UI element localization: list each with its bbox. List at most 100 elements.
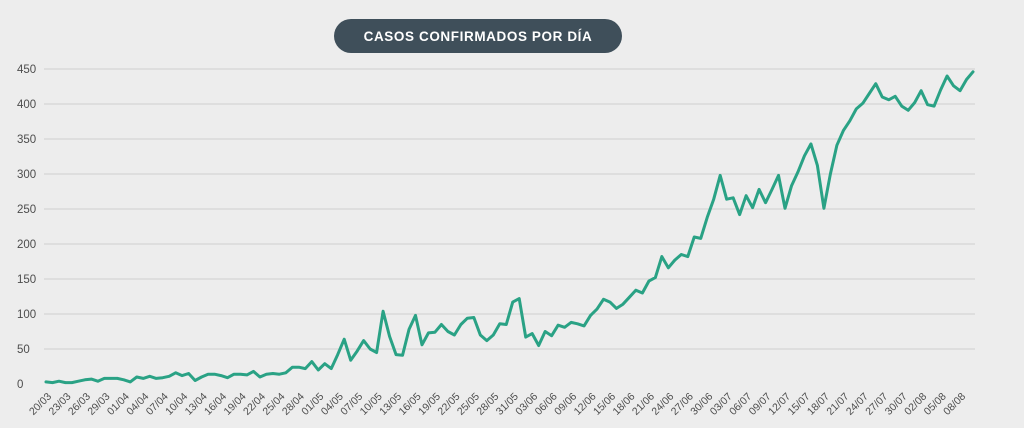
data-point [51, 381, 54, 384]
data-point [440, 323, 443, 326]
data-point [116, 377, 119, 380]
y-tick-label: 450 [17, 64, 36, 76]
data-point [83, 378, 87, 381]
data-point [180, 374, 184, 377]
data-point [310, 360, 313, 363]
data-point [530, 332, 534, 335]
data-point [725, 198, 728, 201]
data-point [161, 376, 164, 379]
data-point [693, 235, 696, 239]
data-point [673, 258, 676, 262]
y-tick-label: 300 [17, 169, 36, 181]
data-point [712, 198, 715, 201]
data-point [764, 201, 767, 204]
data-point [466, 317, 469, 320]
y-tick-label: 400 [17, 99, 36, 111]
data-point [103, 377, 106, 380]
data-point [343, 338, 346, 341]
data-point [634, 289, 638, 292]
data-point [874, 82, 877, 85]
data-point [420, 343, 424, 346]
data-point [842, 129, 845, 132]
data-point [330, 367, 333, 370]
data-point [939, 88, 942, 92]
data-point [900, 104, 903, 108]
data-point [816, 164, 819, 167]
data-point [919, 89, 923, 92]
data-point [783, 207, 787, 210]
y-tick-label: 100 [17, 309, 36, 321]
y-axis-ticks: 0 50 100 150 200 250 300 350 400 450 [17, 64, 36, 391]
data-point [738, 213, 741, 216]
data-point [167, 375, 171, 378]
data-point [667, 266, 670, 269]
data-point [472, 316, 476, 319]
data-point [232, 373, 236, 376]
data-point [822, 207, 826, 210]
data-point [654, 276, 657, 279]
data-point [213, 373, 216, 376]
data-point [932, 104, 936, 108]
data-point [505, 323, 508, 326]
data-point [881, 95, 884, 99]
data-point [829, 172, 832, 176]
data-point [887, 98, 890, 102]
data-point [602, 298, 605, 301]
data-point [913, 101, 916, 104]
data-point [796, 170, 800, 174]
data-point [621, 303, 625, 306]
data-point [894, 95, 897, 98]
data-point [193, 379, 197, 382]
data-point [155, 377, 158, 380]
data-point [70, 381, 74, 384]
data-point [498, 322, 501, 325]
data-point [537, 344, 540, 347]
data-point [433, 331, 437, 334]
data-point [57, 380, 61, 383]
data-point [615, 307, 618, 310]
data-point [757, 188, 761, 191]
data-point [971, 70, 975, 74]
data-point [958, 89, 962, 92]
y-tick-label: 50 [17, 344, 30, 356]
y-tick-label: 150 [17, 274, 36, 286]
data-point [323, 362, 326, 365]
data-point [647, 279, 651, 283]
data-point [706, 216, 709, 219]
data-point [388, 335, 391, 338]
y-tick-label: 350 [17, 134, 36, 146]
data-point [96, 380, 100, 383]
data-point [861, 102, 864, 105]
data-point [368, 347, 372, 351]
y-tick-label: 0 [17, 379, 23, 391]
data-point [868, 92, 871, 95]
data-point [187, 372, 190, 375]
data-point [77, 380, 80, 383]
data-point [44, 380, 48, 384]
data-point [790, 184, 793, 188]
data-point [569, 321, 573, 324]
chart-title: CASOS CONFIRMADOS POR DÍA [334, 19, 622, 53]
data-point [271, 372, 275, 375]
data-point [770, 188, 774, 191]
data-point [245, 373, 249, 377]
data-point [511, 300, 514, 304]
data-point [265, 373, 268, 376]
data-point [660, 255, 664, 258]
data-point [414, 314, 417, 317]
data-point [641, 291, 644, 295]
data-point [926, 103, 929, 106]
data-point [278, 373, 281, 376]
series-layer [44, 70, 975, 385]
data-point [148, 375, 151, 378]
data-point [731, 196, 735, 199]
data-point [686, 255, 689, 258]
data-point [576, 322, 579, 325]
data-point [492, 333, 495, 337]
data-point [317, 368, 320, 372]
data-point [563, 326, 566, 329]
data-point [394, 353, 398, 356]
data-point [595, 307, 599, 311]
